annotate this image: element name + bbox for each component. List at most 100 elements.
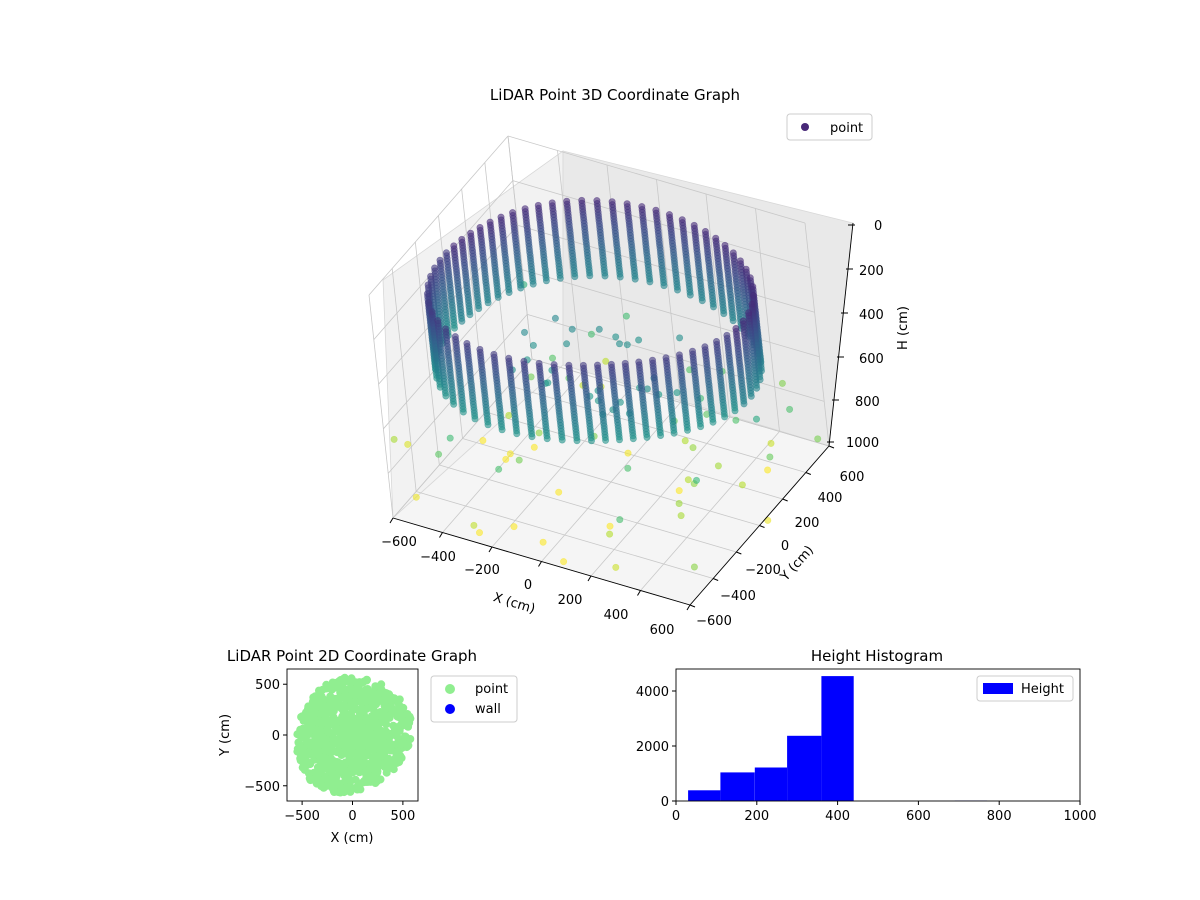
grid-left-y xyxy=(414,241,440,466)
point-2d xyxy=(369,704,378,713)
grid-back-x xyxy=(557,150,582,374)
point-2d xyxy=(332,772,341,781)
point-3d xyxy=(643,433,651,441)
grid-left-h xyxy=(387,314,528,474)
point-3d xyxy=(535,429,543,437)
legend-label-wall-2d: wall xyxy=(475,702,501,717)
point-3d xyxy=(690,563,698,571)
point-2d xyxy=(305,758,314,767)
point-3d xyxy=(675,487,683,495)
point-3d xyxy=(502,455,510,463)
point-2d xyxy=(332,780,341,789)
point-2d xyxy=(309,693,318,702)
ticks-histogram: 0 200 400 600 800 1000 0 2000 4000 xyxy=(636,685,1097,824)
point-3d xyxy=(692,476,700,484)
point-2d xyxy=(302,714,310,722)
y-tick-label-hist: 4000 xyxy=(636,685,669,700)
legend-patch-height xyxy=(983,683,1013,694)
point-2d xyxy=(392,754,401,763)
x-tick-label-hist: 1000 xyxy=(1063,809,1096,824)
point-2d xyxy=(394,700,403,709)
x-tick-neg400: −400 xyxy=(420,550,456,565)
point-2d xyxy=(329,705,338,714)
point-2d xyxy=(298,763,307,772)
legend-marker-point-2d xyxy=(445,684,455,694)
point-3d xyxy=(602,357,610,365)
point-2d xyxy=(327,744,336,753)
grid-back-h xyxy=(512,180,810,268)
histogram-bar xyxy=(720,772,755,801)
point-3d xyxy=(529,280,537,288)
point-3d xyxy=(740,400,748,408)
point-2d xyxy=(341,733,350,741)
grid-left-y xyxy=(507,135,533,360)
point-3d xyxy=(670,429,678,437)
point-2d xyxy=(405,712,414,721)
point-3d xyxy=(586,272,594,280)
point-3d xyxy=(683,426,691,434)
point-2d xyxy=(399,739,408,748)
x-axis-line-3d xyxy=(392,517,691,606)
point-3d xyxy=(446,434,454,442)
point-2d xyxy=(341,758,350,767)
point-3d xyxy=(543,435,551,443)
point-2d xyxy=(309,741,318,750)
point-2d xyxy=(351,739,359,748)
y-tick-mark-3d xyxy=(712,578,719,581)
y-tick-neg400: −400 xyxy=(720,589,756,604)
point-3d xyxy=(390,435,398,443)
grid-back-x xyxy=(705,193,731,418)
point-3d xyxy=(697,423,705,431)
point-3d xyxy=(458,317,466,325)
legend-label-height: Height xyxy=(1021,682,1064,697)
point-3d xyxy=(587,330,595,338)
y-tick-mark-3d xyxy=(782,498,788,502)
point-2d xyxy=(332,683,341,692)
point-3d xyxy=(752,415,760,423)
grid-back-x xyxy=(755,208,780,432)
point-2d xyxy=(346,748,355,757)
point-3d xyxy=(731,407,739,415)
point-3d xyxy=(528,433,536,441)
point-2d xyxy=(390,707,399,716)
point-3d xyxy=(646,278,654,286)
point-3d xyxy=(629,435,637,443)
point-2d xyxy=(347,713,355,722)
scatter-3d-chart: LiDAR Point 3D Coordinate Graph 0 200 40… xyxy=(368,86,911,638)
point-3d xyxy=(606,530,614,538)
point-2d xyxy=(365,765,374,773)
y-tick-label-2d: −500 xyxy=(244,780,280,795)
point-2d xyxy=(293,747,302,756)
histogram-bar xyxy=(787,735,822,801)
point-3d xyxy=(624,449,632,457)
point-3d xyxy=(747,392,755,400)
point-3d xyxy=(544,379,552,387)
histogram-bars xyxy=(688,676,988,801)
y-tick-mark-3d xyxy=(736,551,742,555)
legend-histogram: Height xyxy=(976,675,1074,702)
grid-left-y xyxy=(391,268,417,492)
point-3d xyxy=(498,426,506,434)
legend-marker-point-3d xyxy=(801,123,809,131)
point-3d xyxy=(684,476,692,484)
point-3d xyxy=(459,408,467,416)
point-2d xyxy=(312,749,321,758)
point-2d xyxy=(338,748,347,757)
point-3d xyxy=(560,558,568,566)
point-2d xyxy=(309,708,318,716)
point-3d xyxy=(601,272,609,280)
point-2d xyxy=(374,762,383,771)
point-3d xyxy=(450,324,458,332)
point-3d xyxy=(479,436,487,444)
point-3d xyxy=(471,415,479,423)
point-3d xyxy=(673,389,681,397)
point-3d xyxy=(475,529,483,537)
point-2d xyxy=(310,715,319,724)
chart-title-3d: LiDAR Point 3D Coordinate Graph xyxy=(490,86,740,104)
z-tick-800: 800 xyxy=(855,395,880,410)
point-2d xyxy=(347,686,356,695)
point-2d xyxy=(313,770,322,779)
x-tick-mark-3d xyxy=(686,604,691,611)
x-tick-neg600: −600 xyxy=(381,535,417,550)
